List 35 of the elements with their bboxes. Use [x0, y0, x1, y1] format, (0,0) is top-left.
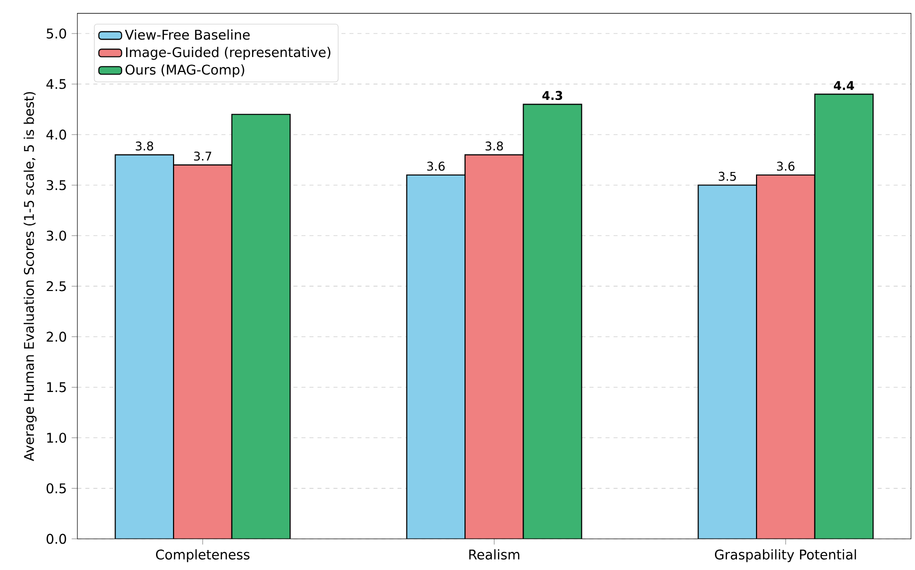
y-tick-label: 3.0 — [46, 230, 66, 241]
y-tick-label: 4.0 — [46, 130, 66, 140]
y-tick-label: 0.0 — [46, 534, 66, 544]
y-tick-label: 3.5 — [46, 180, 66, 190]
data-label: 3.6 — [777, 162, 794, 171]
data-label: 3.7 — [194, 152, 212, 161]
data-label: 3.5 — [718, 172, 736, 182]
y-tick-label: 1.0 — [47, 432, 66, 444]
data-label: 3.6 — [427, 162, 445, 171]
bar — [406, 174, 466, 540]
data-label: 3.8 — [136, 142, 154, 151]
bar — [173, 164, 232, 540]
legend-label: View-Free Baseline — [124, 30, 250, 40]
y-tick-label: 5.0 — [46, 28, 66, 39]
x-tick-label: Graspability Potential — [714, 549, 856, 562]
y-tick-label: 4.5 — [46, 79, 66, 90]
data-label: 4.4 — [834, 81, 854, 90]
bar — [231, 114, 291, 540]
legend-label: Ours (MAG-Comp) — [126, 64, 244, 78]
y-tick-label: 0.5 — [46, 483, 66, 494]
bar — [756, 174, 816, 540]
x-tick-label: Completeness — [156, 549, 250, 562]
data-label: 4.3 — [542, 91, 562, 100]
x-tick-label: Realism — [469, 549, 520, 560]
y-axis-title: Average Human Evaluation Scores (1-5 scale, 5 is best) — [24, 92, 37, 462]
bar — [522, 104, 582, 540]
y-tick-label: 2.0 — [46, 332, 66, 342]
bar — [114, 154, 174, 540]
bar — [698, 184, 758, 540]
data-label: 3.8 — [486, 142, 503, 151]
y-tick-label: 2.5 — [46, 281, 66, 292]
legend-label: Image-Guided (representative) — [126, 47, 330, 60]
bar — [464, 154, 524, 540]
bar — [814, 94, 874, 540]
y-tick-label: 1.5 — [47, 382, 66, 392]
